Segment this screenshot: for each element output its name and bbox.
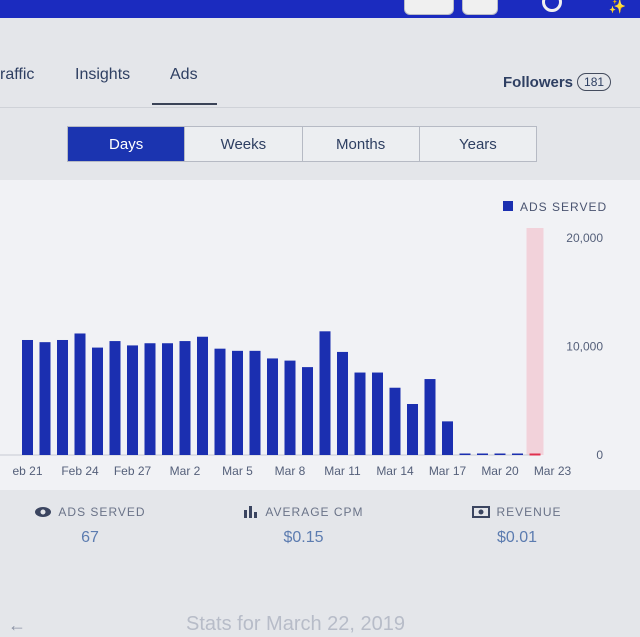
bar-feb-27 <box>127 345 138 455</box>
bar-feb-22 <box>39 342 51 455</box>
stat-value: $0.01 <box>496 529 538 546</box>
toolbar-button[interactable] <box>404 0 454 15</box>
bar-mar-6 <box>249 350 261 455</box>
bar-feb-28 <box>144 343 156 455</box>
x-tick-label: Mar 17 <box>429 464 467 478</box>
highlight-marker <box>529 453 541 456</box>
bar-mar-20 <box>494 453 506 455</box>
eye-icon <box>35 507 52 517</box>
period-weeks-button[interactable]: Weeks <box>184 127 301 161</box>
bar-mar-12 <box>354 372 366 455</box>
profile-icon[interactable] <box>542 0 562 12</box>
tab-ads[interactable]: Ads <box>170 66 198 83</box>
legend-swatch <box>503 201 513 211</box>
bar-chart-icon <box>244 506 258 518</box>
y-tick-label: 0 <box>596 448 603 462</box>
stat-average-cpm: AVERAGE CPM $0.15 <box>236 505 371 547</box>
bar-feb-25 <box>92 347 103 455</box>
bar-mar-15 <box>407 404 418 455</box>
bar-mar-3 <box>197 336 208 455</box>
tab-traffic[interactable]: raffic <box>0 66 35 83</box>
bar-mar-8 <box>284 360 296 455</box>
y-tick-label: 20,000 <box>566 231 603 245</box>
x-tick-label: Feb 24 <box>61 464 99 478</box>
bar-mar-10 <box>319 331 331 455</box>
active-tab-indicator <box>152 103 217 105</box>
period-months-button[interactable]: Months <box>301 127 419 161</box>
x-tick-label: Mar 2 <box>170 464 201 478</box>
x-tick-label: Feb 27 <box>114 464 152 478</box>
period-days-button[interactable]: Days <box>68 127 185 161</box>
bar-mar-7 <box>267 358 278 455</box>
bar-mar-18 <box>459 453 471 455</box>
stat-ads-served: ADS SERVED 67 <box>30 505 150 547</box>
top-bar: ✨ <box>0 0 640 18</box>
x-tick-label: eb 21 <box>12 464 42 478</box>
legend-label: ADS SERVED <box>520 200 607 214</box>
toolbar-button[interactable] <box>462 0 498 15</box>
followers-count-badge: 181 <box>577 73 612 91</box>
period-years-button[interactable]: Years <box>418 127 536 161</box>
footer: ← Stats for March 22, 2019 <box>0 605 640 637</box>
bar-feb-23 <box>57 339 68 455</box>
ads-chart-panel: 20,000 10,000 0 eb 21 Feb 24 Feb 27 Mar 2 Mar 5… <box>0 180 640 490</box>
stat-value: $0.15 <box>283 529 324 546</box>
bar-mar-19 <box>477 453 488 455</box>
tab-bar: raffic Insights Ads <box>0 48 640 106</box>
x-tick-label: Mar 20 <box>481 464 519 478</box>
bar-mar-14 <box>389 387 401 455</box>
stat-label: ADS SERVED <box>58 505 146 519</box>
x-tick-label: Mar 14 <box>376 464 414 478</box>
followers-link[interactable]: Followers 181 <box>503 73 612 91</box>
bar-mar-5 <box>232 350 243 455</box>
bar-feb-21 <box>22 339 33 455</box>
stats-date-caption: Stats for March 22, 2019 <box>186 613 406 635</box>
bar-mar-17 <box>442 421 453 455</box>
bar-mar-21 <box>512 453 523 455</box>
y-tick-label: 10,000 <box>566 340 603 354</box>
notification-icon[interactable]: ✨ <box>608 0 626 14</box>
back-arrow-icon[interactable]: ← <box>8 615 26 635</box>
x-tick-label: Mar 5 <box>222 464 253 478</box>
stat-revenue: REVENUE $0.01 <box>462 505 572 547</box>
x-tick-label: Mar 11 <box>324 464 361 478</box>
stat-value: 67 <box>81 529 99 546</box>
bar-mar-11 <box>337 351 348 455</box>
bar-mar-9 <box>302 367 313 455</box>
bar-mar-16 <box>424 379 436 455</box>
period-selector: Days Weeks Months Years <box>67 126 537 162</box>
stat-label: REVENUE <box>496 505 562 519</box>
bar-mar-1 <box>162 343 173 455</box>
bar-feb-24 <box>74 333 86 455</box>
divider <box>0 107 640 108</box>
bar-feb-26 <box>109 341 121 455</box>
stat-label: AVERAGE CPM <box>265 505 364 519</box>
bar-mar-4 <box>214 348 226 455</box>
tab-insights[interactable]: Insights <box>75 66 131 83</box>
followers-label: Followers <box>503 73 574 91</box>
ads-served-chart: 20,000 10,000 0 eb 21 Feb 24 Feb 27 Mar 2 Mar 5… <box>0 200 607 478</box>
bar-mar-13 <box>372 372 383 455</box>
x-tick-label: Mar 23 <box>534 464 572 478</box>
x-tick-label: Mar 8 <box>275 464 306 478</box>
bar-mar-2 <box>179 341 191 455</box>
cash-icon <box>472 506 491 518</box>
stats-summary: ADS SERVED 67 AVERAGE CPM $0.15 REVENUE … <box>0 505 640 565</box>
highlight-band <box>526 228 544 455</box>
